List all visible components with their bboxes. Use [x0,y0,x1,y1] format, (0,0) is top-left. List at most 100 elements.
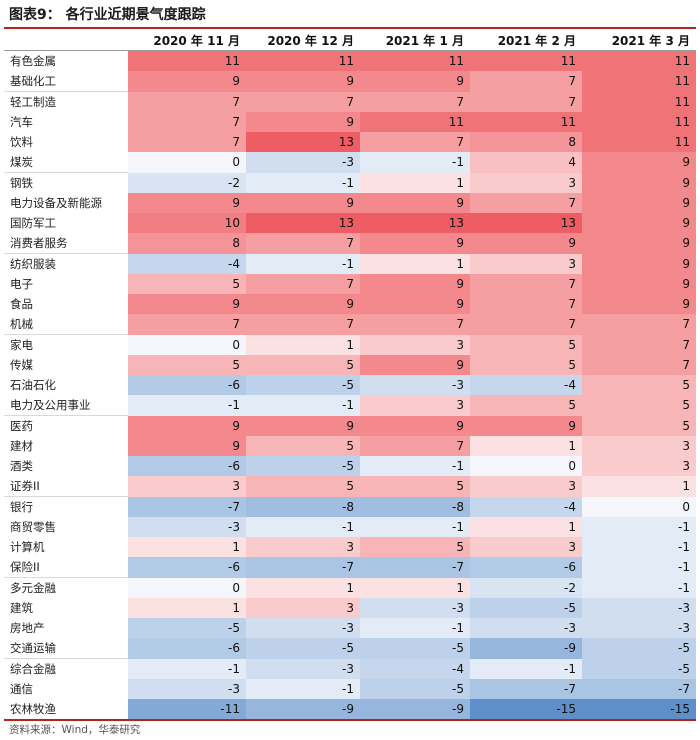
row-label: 商贸零售 [0,517,128,537]
heatmap-cell: -5 [582,638,696,659]
heatmap-cell: -9 [360,699,470,720]
heatmap-cell: -11 [128,699,246,720]
heatmap-cell: 11 [128,51,246,72]
heatmap-cell: 11 [360,112,470,133]
heatmap-cell: 1 [360,254,470,275]
heatmap-cell: -3 [582,598,696,619]
heatmap-cell: 9 [128,193,246,214]
heatmap-cell: 9 [582,294,696,315]
heatmap-cell: 0 [128,152,246,173]
heatmap-cell: -5 [246,638,360,659]
heatmap-cell: -1 [582,537,696,558]
heatmap-cell: 7 [360,436,470,457]
heatmap-cell: 7 [360,132,470,153]
heatmap-cell: -1 [470,659,582,680]
heatmap-cell: 3 [582,456,696,477]
heatmap-cell: -6 [128,375,246,396]
heatmap-cell: -5 [246,456,360,477]
row-label: 有色金属 [0,51,128,71]
row-separator [4,577,128,578]
heatmap-cell: 11 [360,51,470,72]
heatmap-cell: 7 [246,92,360,113]
heatmap-cell: 3 [360,335,470,356]
row-separator [4,172,128,173]
heatmap-cell: 9 [246,294,360,315]
heatmap-cell: 7 [128,314,246,335]
row-label: 轻工制造 [0,92,128,112]
heatmap-cell: -5 [360,638,470,659]
heatmap-cell: -5 [360,679,470,700]
heatmap-cell: 13 [470,213,582,234]
heatmap-cell: -8 [246,497,360,518]
row-label: 通信 [0,679,128,699]
heatmap-cell: -3 [470,618,582,639]
row-label: 保险II [0,557,128,577]
heatmap-cell: 7 [246,314,360,335]
heatmap-cell: -1 [360,152,470,173]
heatmap-cell: 8 [470,132,582,153]
heatmap-cell: 5 [246,355,360,376]
heatmap-cell: 7 [246,274,360,295]
heatmap-cell: 11 [582,51,696,72]
heatmap-cell: -1 [582,557,696,578]
heatmap-cell: 3 [360,395,470,416]
heatmap-cell: 7 [470,92,582,113]
heatmap-cell: -1 [246,173,360,194]
row-label: 电力及公用事业 [0,395,128,415]
heatmap-cell: 10 [128,213,246,234]
heatmap-cell: -5 [246,375,360,396]
heatmap-cell: 3 [470,537,582,558]
heatmap-cell: 0 [128,578,246,599]
row-label: 饮料 [0,132,128,152]
heatmap-cell: 9 [360,233,470,254]
row-label: 综合金融 [0,659,128,679]
column-header: 2021 年 3 月 [611,34,690,48]
row-label: 消费者服务 [0,233,128,253]
heatmap-cell: -1 [128,395,246,416]
row-separator [4,415,128,416]
heatmap-cell: 7 [582,335,696,356]
heatmap-cell: 7 [582,355,696,376]
heatmap-cell: -4 [360,659,470,680]
heatmap-cell: 9 [360,416,470,437]
heatmap-cell: 1 [246,578,360,599]
heatmap-cell: 7 [246,233,360,254]
heatmap-cell: 9 [246,112,360,133]
heatmap-cell: 1 [470,436,582,457]
heatmap-cell: 9 [360,274,470,295]
row-label: 纺织服装 [0,254,128,274]
heatmap-cell: -1 [246,679,360,700]
heatmap-cell: 3 [246,537,360,558]
heatmap-cell: 3 [470,476,582,497]
heatmap-cell: 9 [128,294,246,315]
heatmap-cell: 5 [470,355,582,376]
heatmap-cell: 1 [128,537,246,558]
row-label: 食品 [0,294,128,314]
heatmap-cell: -3 [246,152,360,173]
row-separator [4,334,128,335]
row-label: 机械 [0,314,128,334]
heatmap-cell: -1 [246,254,360,275]
heatmap-cell: 11 [246,51,360,72]
heatmap-cell: 3 [246,598,360,619]
row-label: 基础化工 [0,71,128,91]
column-header: 2021 年 2 月 [497,34,576,48]
heatmap-cell: 9 [246,416,360,437]
heatmap-cell: 1 [246,335,360,356]
heatmap-cell: -3 [582,618,696,639]
heatmap-cell: -1 [360,618,470,639]
heatmap-cell: 7 [582,314,696,335]
heatmap-cell: -5 [582,659,696,680]
heatmap-cell: -3 [360,375,470,396]
heatmap-cell: 13 [246,132,360,153]
heatmap-cell: 11 [582,132,696,153]
row-label: 多元金融 [0,578,128,598]
heatmap-cell: -7 [470,679,582,700]
heatmap-cell: 9 [582,213,696,234]
row-separator [4,496,128,497]
heatmap-cell: 3 [128,476,246,497]
heatmap-cell: 11 [470,51,582,72]
heatmap-cell: -2 [470,578,582,599]
row-label: 传媒 [0,355,128,375]
row-label: 汽车 [0,112,128,132]
